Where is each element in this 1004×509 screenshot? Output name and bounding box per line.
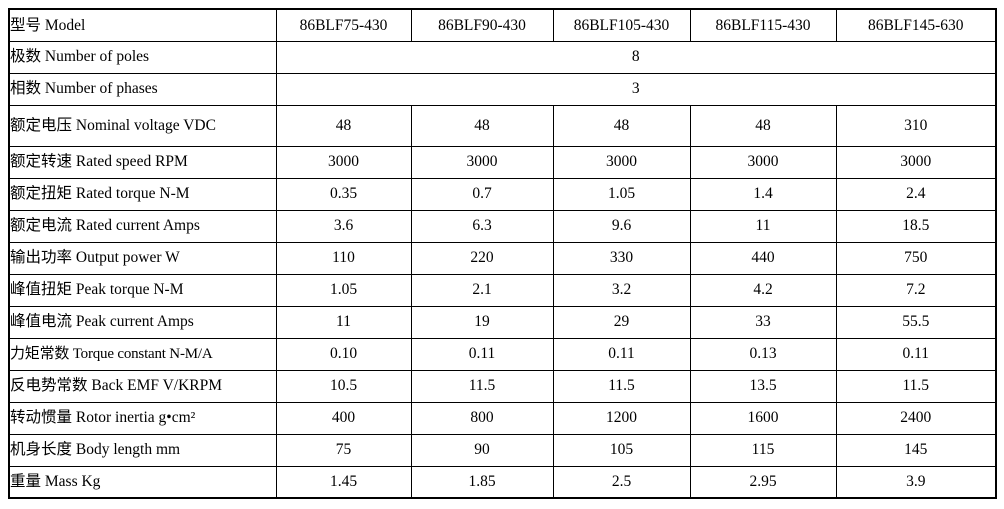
value-cell: 2.95 [689, 465, 837, 499]
value-cell: 7.2 [835, 273, 997, 307]
row-label-nominal-voltage: 额定电压 Nominal voltage VDC [8, 104, 277, 147]
value-cell: 0.35 [275, 177, 412, 211]
row-label-back-emf: 反电势常数 Back EMF V/KRPM [8, 369, 277, 403]
value-cell: 1200 [552, 401, 691, 435]
value-cell: 3.6 [275, 209, 412, 243]
value-cell: 3000 [552, 145, 691, 179]
value-cell: 13.5 [689, 369, 837, 403]
table-row-phases: 相数 Number of phases 3 [8, 72, 997, 106]
value-cell: 750 [835, 241, 997, 275]
value-cell: 220 [410, 241, 554, 275]
model-name-cell: 86BLF115-430 [689, 8, 837, 42]
table-row-body-length: 机身长度 Body length mm 75 90 105 115 145 [8, 433, 997, 467]
row-label-rated-speed: 额定转速 Rated speed RPM [8, 145, 277, 179]
row-label-body-length: 机身长度 Body length mm [8, 433, 277, 467]
value-cell: 105 [552, 433, 691, 467]
value-cell: 3000 [835, 145, 997, 179]
table-row-rated-torque: 额定扭矩 Rated torque N-M 0.35 0.7 1.05 1.4 … [8, 177, 997, 211]
value-cell: 0.13 [689, 337, 837, 371]
row-label-output-power: 输出功率 Output power W [8, 241, 277, 275]
value-cell: 11.5 [835, 369, 997, 403]
table-row-output-power: 输出功率 Output power W 110 220 330 440 750 [8, 241, 997, 275]
value-cell: 1.05 [275, 273, 412, 307]
row-label-rated-current: 额定电流 Rated current Amps [8, 209, 277, 243]
value-cell: 330 [552, 241, 691, 275]
value-cell: 19 [410, 305, 554, 339]
value-cell: 29 [552, 305, 691, 339]
value-cell: 4.2 [689, 273, 837, 307]
value-cell: 6.3 [410, 209, 554, 243]
value-cell: 310 [835, 104, 997, 147]
value-cell: 2.1 [410, 273, 554, 307]
value-cell: 0.7 [410, 177, 554, 211]
row-label-model: 型号 Model [8, 8, 277, 42]
value-cell: 115 [689, 433, 837, 467]
value-cell: 3000 [275, 145, 412, 179]
row-label-mass: 重量 Mass Kg [8, 465, 277, 499]
value-cell: 55.5 [835, 305, 997, 339]
table-row-peak-torque: 峰值扭矩 Peak torque N-M 1.05 2.1 3.2 4.2 7.… [8, 273, 997, 307]
header-row: 型号 Model 86BLF75-430 86BLF90-430 86BLF10… [8, 8, 997, 42]
value-cell: 90 [410, 433, 554, 467]
value-cell: 0.11 [835, 337, 997, 371]
table-row-rated-speed: 额定转速 Rated speed RPM 3000 3000 3000 3000… [8, 145, 997, 179]
motor-spec-table: 型号 Model 86BLF75-430 86BLF90-430 86BLF10… [8, 8, 997, 499]
value-cell: 2400 [835, 401, 997, 435]
table-row-poles: 极数 Number of poles 8 [8, 40, 997, 74]
value-cell: 800 [410, 401, 554, 435]
value-cell: 11.5 [410, 369, 554, 403]
row-label-poles: 极数 Number of poles [8, 40, 277, 74]
value-cell: 1.45 [275, 465, 412, 499]
table-row-mass: 重量 Mass Kg 1.45 1.85 2.5 2.95 3.9 [8, 465, 997, 499]
model-name-cell: 86BLF145-630 [835, 8, 997, 42]
value-cell: 3000 [410, 145, 554, 179]
value-cell: 9.6 [552, 209, 691, 243]
row-label-torque-constant: 力矩常数 Torque constant N-M/A [8, 337, 277, 371]
value-cell: 48 [552, 104, 691, 147]
value-cell: 1.85 [410, 465, 554, 499]
row-label-peak-torque: 峰值扭矩 Peak torque N-M [8, 273, 277, 307]
model-name-cell: 86BLF75-430 [275, 8, 412, 42]
table-row-back-emf: 反电势常数 Back EMF V/KRPM 10.5 11.5 11.5 13.… [8, 369, 997, 403]
value-cell: 10.5 [275, 369, 412, 403]
row-label-rotor-inertia: 转动惯量 Rotor inertia g•cm² [8, 401, 277, 435]
value-cell: 48 [275, 104, 412, 147]
row-label-phases: 相数 Number of phases [8, 72, 277, 106]
table-row-rated-current: 额定电流 Rated current Amps 3.6 6.3 9.6 11 1… [8, 209, 997, 243]
table-row-rotor-inertia: 转动惯量 Rotor inertia g•cm² 400 800 1200 16… [8, 401, 997, 435]
poles-value-cell: 8 [275, 40, 997, 74]
model-name-cell: 86BLF90-430 [410, 8, 554, 42]
row-label-rated-torque: 额定扭矩 Rated torque N-M [8, 177, 277, 211]
phases-value-cell: 3 [275, 72, 997, 106]
value-cell: 110 [275, 241, 412, 275]
value-cell: 0.11 [552, 337, 691, 371]
value-cell: 11.5 [552, 369, 691, 403]
value-cell: 33 [689, 305, 837, 339]
value-cell: 3.2 [552, 273, 691, 307]
value-cell: 1600 [689, 401, 837, 435]
model-name-cell: 86BLF105-430 [552, 8, 691, 42]
value-cell: 3.9 [835, 465, 997, 499]
value-cell: 48 [410, 104, 554, 147]
value-cell: 1.4 [689, 177, 837, 211]
table-row-nominal-voltage: 额定电压 Nominal voltage VDC 48 48 48 48 310 [8, 104, 997, 147]
value-cell: 75 [275, 433, 412, 467]
value-cell: 2.5 [552, 465, 691, 499]
table-row-torque-constant: 力矩常数 Torque constant N-M/A 0.10 0.11 0.1… [8, 337, 997, 371]
value-cell: 145 [835, 433, 997, 467]
value-cell: 11 [689, 209, 837, 243]
value-cell: 1.05 [552, 177, 691, 211]
value-cell: 2.4 [835, 177, 997, 211]
row-label-peak-current: 峰值电流 Peak current Amps [8, 305, 277, 339]
value-cell: 0.10 [275, 337, 412, 371]
value-cell: 11 [275, 305, 412, 339]
value-cell: 48 [689, 104, 837, 147]
value-cell: 440 [689, 241, 837, 275]
value-cell: 3000 [689, 145, 837, 179]
table-row-peak-current: 峰值电流 Peak current Amps 11 19 29 33 55.5 [8, 305, 997, 339]
value-cell: 18.5 [835, 209, 997, 243]
value-cell: 0.11 [410, 337, 554, 371]
value-cell: 400 [275, 401, 412, 435]
